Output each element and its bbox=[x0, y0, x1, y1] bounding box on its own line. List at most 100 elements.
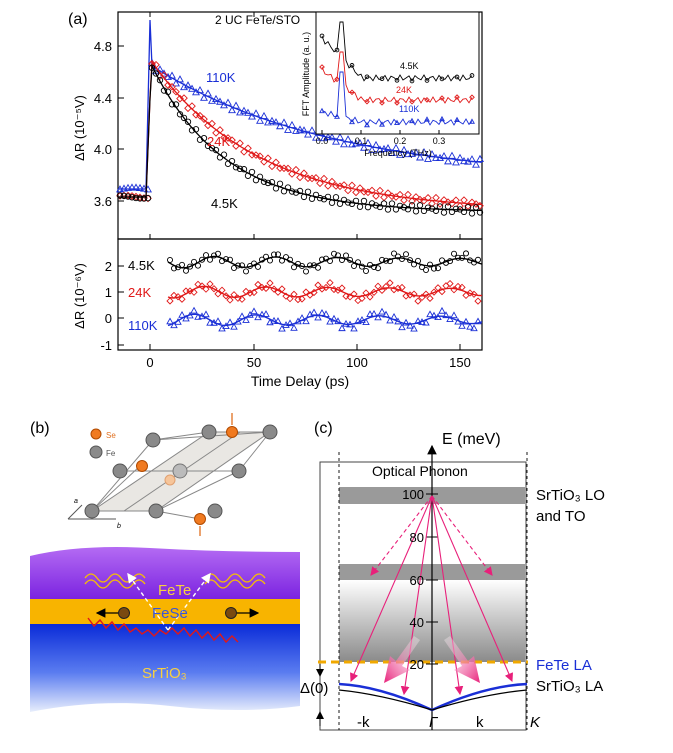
data-marker bbox=[459, 254, 466, 261]
data-marker bbox=[238, 262, 245, 269]
bottom-ytick-label: 0 bbox=[105, 311, 112, 326]
data-marker bbox=[328, 133, 336, 141]
x-axis-label: Time Delay (ps) bbox=[251, 373, 349, 389]
data-marker bbox=[394, 77, 400, 83]
data-marker bbox=[276, 122, 284, 130]
data-marker bbox=[214, 250, 221, 257]
data-marker bbox=[319, 256, 326, 263]
data-marker bbox=[170, 321, 178, 329]
data-marker bbox=[172, 101, 180, 108]
data-marker bbox=[363, 267, 370, 274]
data-marker bbox=[438, 287, 446, 296]
data-marker bbox=[263, 253, 270, 260]
data-marker bbox=[418, 318, 426, 325]
data-marker bbox=[234, 317, 242, 325]
data-marker bbox=[206, 280, 214, 288]
data-marker bbox=[343, 252, 350, 259]
data-marker bbox=[348, 181, 356, 190]
data-marker bbox=[270, 316, 278, 324]
data-marker bbox=[409, 78, 415, 84]
data-marker bbox=[194, 280, 202, 288]
data-marker bbox=[446, 279, 454, 288]
data-marker bbox=[284, 125, 292, 133]
data-marker bbox=[330, 314, 338, 322]
data-marker bbox=[324, 193, 332, 201]
osc-fit-curve bbox=[167, 255, 483, 269]
data-marker bbox=[376, 186, 384, 195]
legend-fe: Fe bbox=[106, 449, 116, 458]
fft-inset-frame bbox=[315, 11, 480, 135]
data-marker bbox=[140, 195, 148, 202]
data-marker bbox=[296, 187, 304, 195]
energy-tick: 20 bbox=[410, 657, 424, 672]
data-marker bbox=[176, 75, 184, 83]
inset-xtick: 0.0 bbox=[316, 136, 329, 146]
data-marker bbox=[182, 267, 189, 274]
data-marker bbox=[218, 286, 226, 294]
data-marker bbox=[368, 200, 376, 207]
data-marker bbox=[412, 148, 420, 156]
data-marker bbox=[384, 144, 392, 152]
inset-xtick: 0.1 bbox=[355, 136, 368, 146]
data-marker bbox=[240, 106, 248, 114]
legend-se: Se bbox=[106, 431, 116, 440]
data-marker bbox=[166, 257, 173, 264]
data-marker bbox=[116, 192, 124, 200]
data-marker bbox=[366, 293, 374, 301]
label-110k: 110K bbox=[206, 70, 236, 85]
data-marker bbox=[424, 204, 432, 211]
data-marker bbox=[318, 309, 326, 316]
data-marker bbox=[262, 284, 270, 293]
data-marker bbox=[440, 209, 448, 216]
data-marker bbox=[460, 196, 468, 204]
data-marker bbox=[404, 190, 412, 199]
data-marker bbox=[266, 279, 274, 287]
data-marker bbox=[452, 158, 460, 166]
data-marker bbox=[164, 81, 172, 89]
data-marker bbox=[214, 317, 222, 325]
data-marker bbox=[170, 291, 178, 300]
data-marker bbox=[291, 264, 298, 271]
data-marker bbox=[414, 317, 422, 325]
data-marker bbox=[426, 294, 434, 303]
data-marker bbox=[342, 319, 350, 327]
data-marker bbox=[202, 310, 210, 318]
data-marker bbox=[252, 151, 260, 159]
data-marker bbox=[140, 184, 148, 192]
data-marker bbox=[302, 288, 310, 296]
data-marker bbox=[312, 133, 320, 141]
data-marker bbox=[440, 196, 448, 204]
data-marker bbox=[120, 192, 128, 200]
data-marker bbox=[132, 194, 140, 202]
data-marker bbox=[178, 310, 186, 318]
data-marker bbox=[300, 169, 308, 178]
label-4p5k: 4.5K bbox=[211, 196, 238, 211]
data-marker bbox=[349, 89, 355, 96]
data-marker bbox=[416, 153, 424, 161]
data-marker bbox=[424, 78, 430, 83]
data-marker bbox=[292, 189, 300, 196]
data-marker bbox=[436, 200, 444, 208]
data-marker bbox=[246, 310, 254, 318]
data-marker bbox=[198, 282, 206, 290]
data-marker bbox=[242, 316, 250, 323]
data-marker bbox=[432, 153, 440, 161]
phonon-dispersion-diagram bbox=[316, 444, 528, 731]
data-marker bbox=[466, 322, 474, 330]
data-marker bbox=[388, 148, 396, 156]
xtick-label: 100 bbox=[346, 355, 368, 370]
data-marker bbox=[260, 111, 268, 120]
data-marker bbox=[244, 172, 252, 179]
data-marker bbox=[382, 310, 390, 318]
energy-axis-title: E (meV) bbox=[442, 431, 501, 448]
energy-tick: 80 bbox=[410, 530, 424, 545]
data-marker bbox=[350, 324, 358, 332]
panel-c-label: (c) bbox=[314, 420, 333, 437]
data-marker bbox=[268, 116, 276, 124]
data-marker bbox=[419, 264, 426, 271]
data-marker bbox=[404, 149, 412, 158]
data-marker bbox=[300, 193, 308, 201]
fft-curve bbox=[321, 51, 473, 104]
top-ytick-label: 4.4 bbox=[94, 91, 112, 106]
data-marker bbox=[174, 317, 182, 325]
